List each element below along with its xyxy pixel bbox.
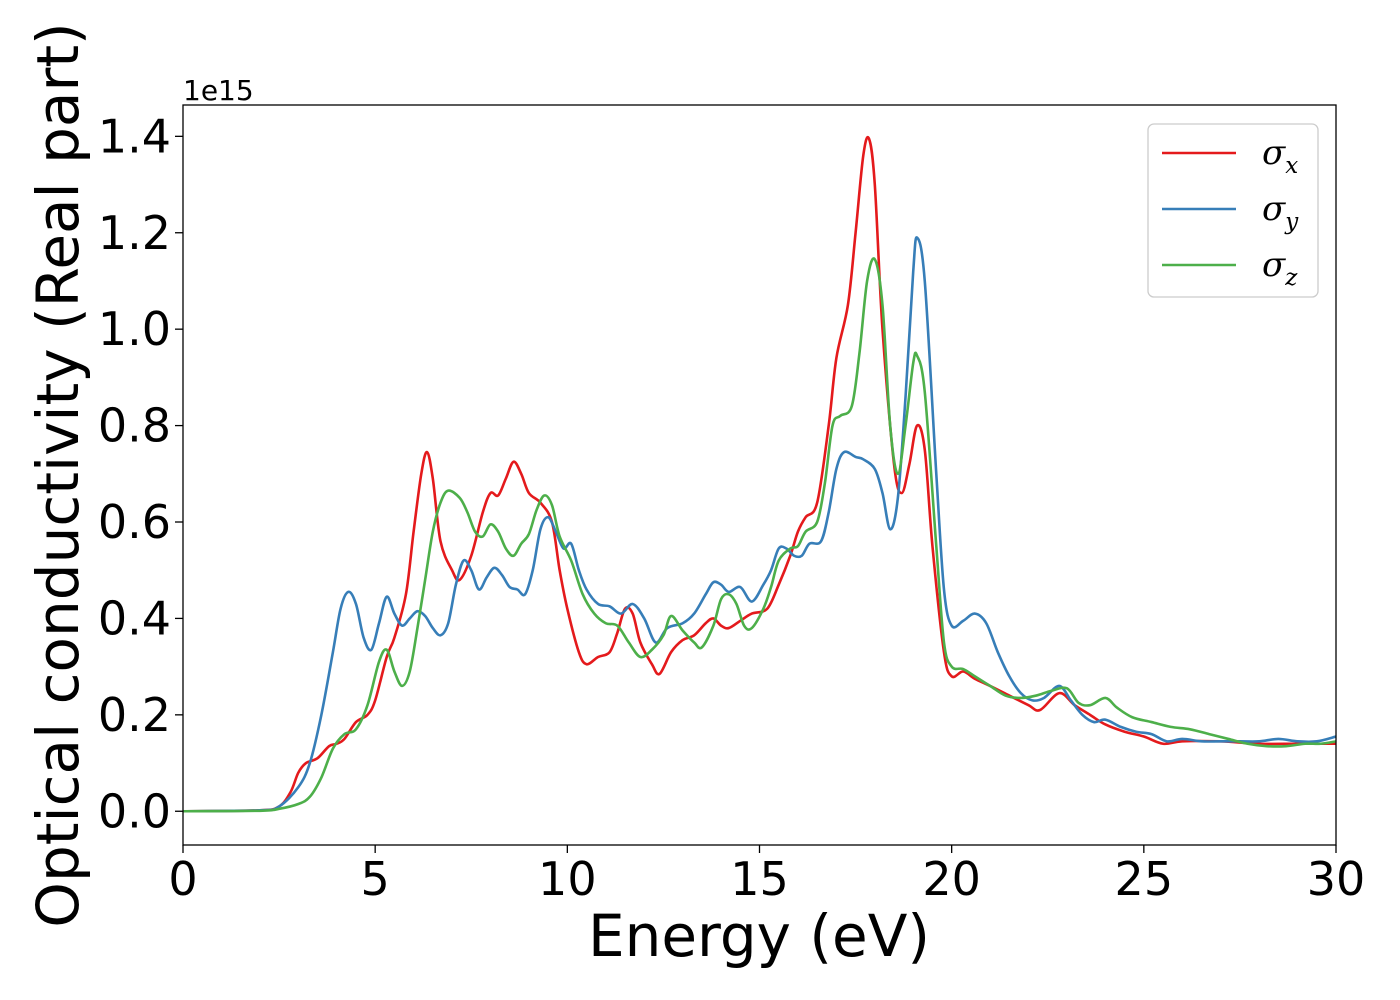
series-line-y [183, 236, 1336, 813]
x-axis-label: Energy (eV) [588, 902, 930, 970]
y-tick-label: 0.2 [98, 688, 171, 742]
legend-label-x: σx [1262, 133, 1298, 179]
y-tick-label: 1.0 [98, 302, 171, 356]
y-tick-label: 1.4 [98, 109, 171, 163]
y-tick-label: 0.0 [98, 784, 171, 838]
series-layer [183, 135, 1336, 813]
y-ticks: 0.0 0.2 0.4 0.6 0.8 1.0 1.2 1.4 [98, 109, 183, 838]
y-offset-text: 1e15 [183, 74, 254, 107]
legend-label-z: σz [1262, 245, 1298, 291]
x-tick-label: 20 [922, 852, 981, 906]
legend-label-y: σy [1262, 189, 1299, 235]
x-ticks: 0 5 10 15 20 25 30 [168, 845, 1365, 906]
x-tick-label: 25 [1115, 852, 1174, 906]
x-tick-label: 0 [168, 852, 197, 906]
y-tick-label: 1.2 [98, 206, 171, 260]
y-tick-label: 0.8 [98, 399, 171, 453]
x-tick-label: 30 [1307, 852, 1366, 906]
y-tick-label: 0.4 [98, 591, 171, 645]
x-tick-label: 5 [361, 852, 390, 906]
y-tick-label: 0.6 [98, 495, 171, 549]
legend: σx σy σz [1147, 123, 1319, 298]
legend-box [1147, 123, 1319, 298]
x-tick-label: 10 [538, 852, 597, 906]
x-tick-label: 15 [730, 852, 789, 906]
series-line-x [183, 135, 1336, 813]
y-axis-label: Optical conductivity (Real part) [24, 22, 92, 927]
series-line-z [183, 257, 1336, 813]
